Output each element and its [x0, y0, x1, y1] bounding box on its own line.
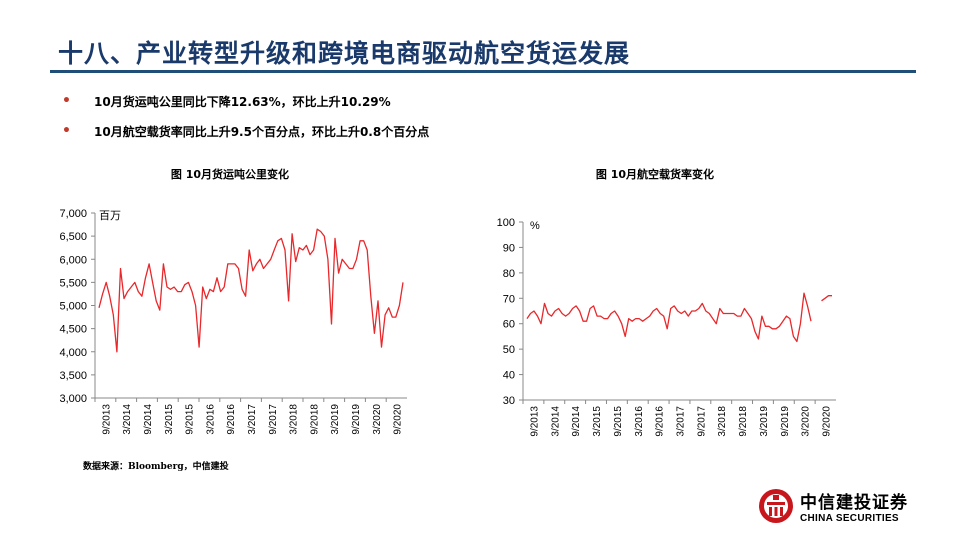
bullet-dot-icon: •: [62, 93, 71, 109]
bullet-list: • 10月货运吨公里同比下降12.63%，环比上升10.29% • 10月航空载…: [62, 86, 429, 146]
chart-ton-km: 3,000 3,500 4,000 4,500 5,000 5,500 6,000 6,500…: [59, 208, 407, 435]
y-tick-label: 6,500: [59, 231, 87, 243]
x-tick-label: 3/2019: [330, 404, 341, 435]
y-tick-label: 5,000: [59, 301, 87, 313]
y-tick-label: 5,500: [59, 277, 87, 289]
x-tick-label: 9/2019: [780, 406, 791, 437]
series-line: [98, 228, 404, 353]
x-tick-label: 3/2017: [247, 404, 258, 435]
source-note: 数据来源：Bloomberg，中信建投: [83, 462, 229, 472]
x-tick-label: 9/2020: [822, 406, 833, 437]
y-tick-label: 80: [503, 268, 515, 280]
x-tick-label: 9/2018: [738, 406, 749, 437]
y-unit-label: %: [530, 220, 540, 232]
x-tick-label: 3/2015: [592, 406, 603, 437]
y-tick-label: 60: [503, 319, 515, 331]
y-tick-label: 100: [497, 217, 515, 229]
x-tick-label: 3/2016: [205, 404, 216, 435]
x-tick-label: 9/2017: [696, 406, 707, 437]
bullet-text: 10月货运吨公里同比下降12.63%，环比上升10.29%: [94, 94, 391, 109]
y-tick-label: 6,000: [59, 254, 87, 266]
bullet-text: 10月航空载货率同比上升9.5个百分点，环比上升0.8个百分点: [94, 124, 430, 139]
x-tick-label: 3/2018: [289, 404, 300, 435]
chart-load-factor: 30 40 50 60 70 80 90 100 % 9/2013 3/2014 9/2014 3/20…: [497, 217, 836, 437]
x-tick-label: 9/2017: [268, 404, 279, 435]
slide-title: 十八、产业转型升级和跨境电商驱动航空货运发展: [58, 39, 631, 68]
x-tick-label: 3/2017: [676, 406, 687, 437]
y-tick-label: 3,500: [59, 370, 87, 382]
x-tick-label: 3/2015: [164, 404, 175, 435]
x-tick-label: 3/2019: [759, 406, 770, 437]
x-tick-label: 9/2014: [571, 406, 582, 437]
y-tick-label: 4,500: [59, 324, 87, 336]
x-tick-label: 9/2014: [143, 404, 154, 435]
x-tick-label: 9/2019: [351, 404, 362, 435]
chart-title-load-factor: 图 10月航空载货率变化: [595, 168, 715, 181]
x-tick-label: 9/2015: [185, 404, 196, 435]
series-line: [526, 292, 832, 343]
title-rule: [50, 70, 916, 73]
x-tick-label: 9/2020: [393, 404, 404, 435]
bullet-item: • 10月航空载货率同比上升9.5个百分点，环比上升0.8个百分点: [62, 116, 429, 146]
y-tick-label: 50: [503, 344, 515, 356]
x-tick-label: 9/2018: [309, 404, 320, 435]
x-tick-label: 3/2020: [372, 404, 383, 435]
x-tick-label: 3/2016: [634, 406, 645, 437]
y-tick-label: 3,000: [59, 393, 87, 405]
bullet-item: • 10月货运吨公里同比下降12.63%，环比上升10.29%: [62, 86, 429, 116]
y-tick-label: 40: [503, 370, 515, 382]
y-tick-label: 7,000: [59, 208, 87, 220]
x-tick-label: 9/2015: [613, 406, 624, 437]
logo-english-name: CHINA SECURITIES: [800, 513, 899, 524]
x-tick-label: 3/2018: [717, 406, 728, 437]
x-tick-label: 3/2014: [122, 404, 133, 435]
chart-title-ton-km: 图 10月货运吨公里变化: [170, 168, 290, 181]
x-tick-label: 9/2016: [226, 404, 237, 435]
bullet-dot-icon: •: [62, 123, 71, 139]
x-tick-label: 3/2014: [550, 406, 561, 437]
x-tick-label: 9/2016: [655, 406, 666, 437]
y-tick-label: 90: [503, 242, 515, 254]
y-tick-label: 4,000: [59, 347, 87, 359]
y-unit-label: 百万: [99, 210, 121, 222]
x-tick-label: 9/2013: [529, 406, 540, 437]
y-tick-label: 70: [503, 293, 515, 305]
x-tick-label: 9/2013: [101, 404, 112, 435]
x-tick-label: 3/2020: [801, 406, 812, 437]
citic-logo-icon: [759, 489, 793, 523]
company-logo: 中信建投证券 CHINA SECURITIES: [758, 488, 908, 524]
y-tick-label: 30: [503, 395, 515, 407]
logo-chinese-name: 中信建投证券: [800, 493, 908, 513]
